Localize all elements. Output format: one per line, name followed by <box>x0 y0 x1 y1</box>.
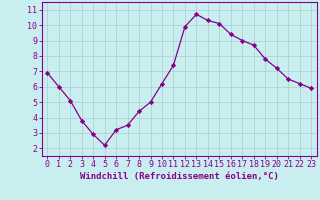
X-axis label: Windchill (Refroidissement éolien,°C): Windchill (Refroidissement éolien,°C) <box>80 172 279 181</box>
